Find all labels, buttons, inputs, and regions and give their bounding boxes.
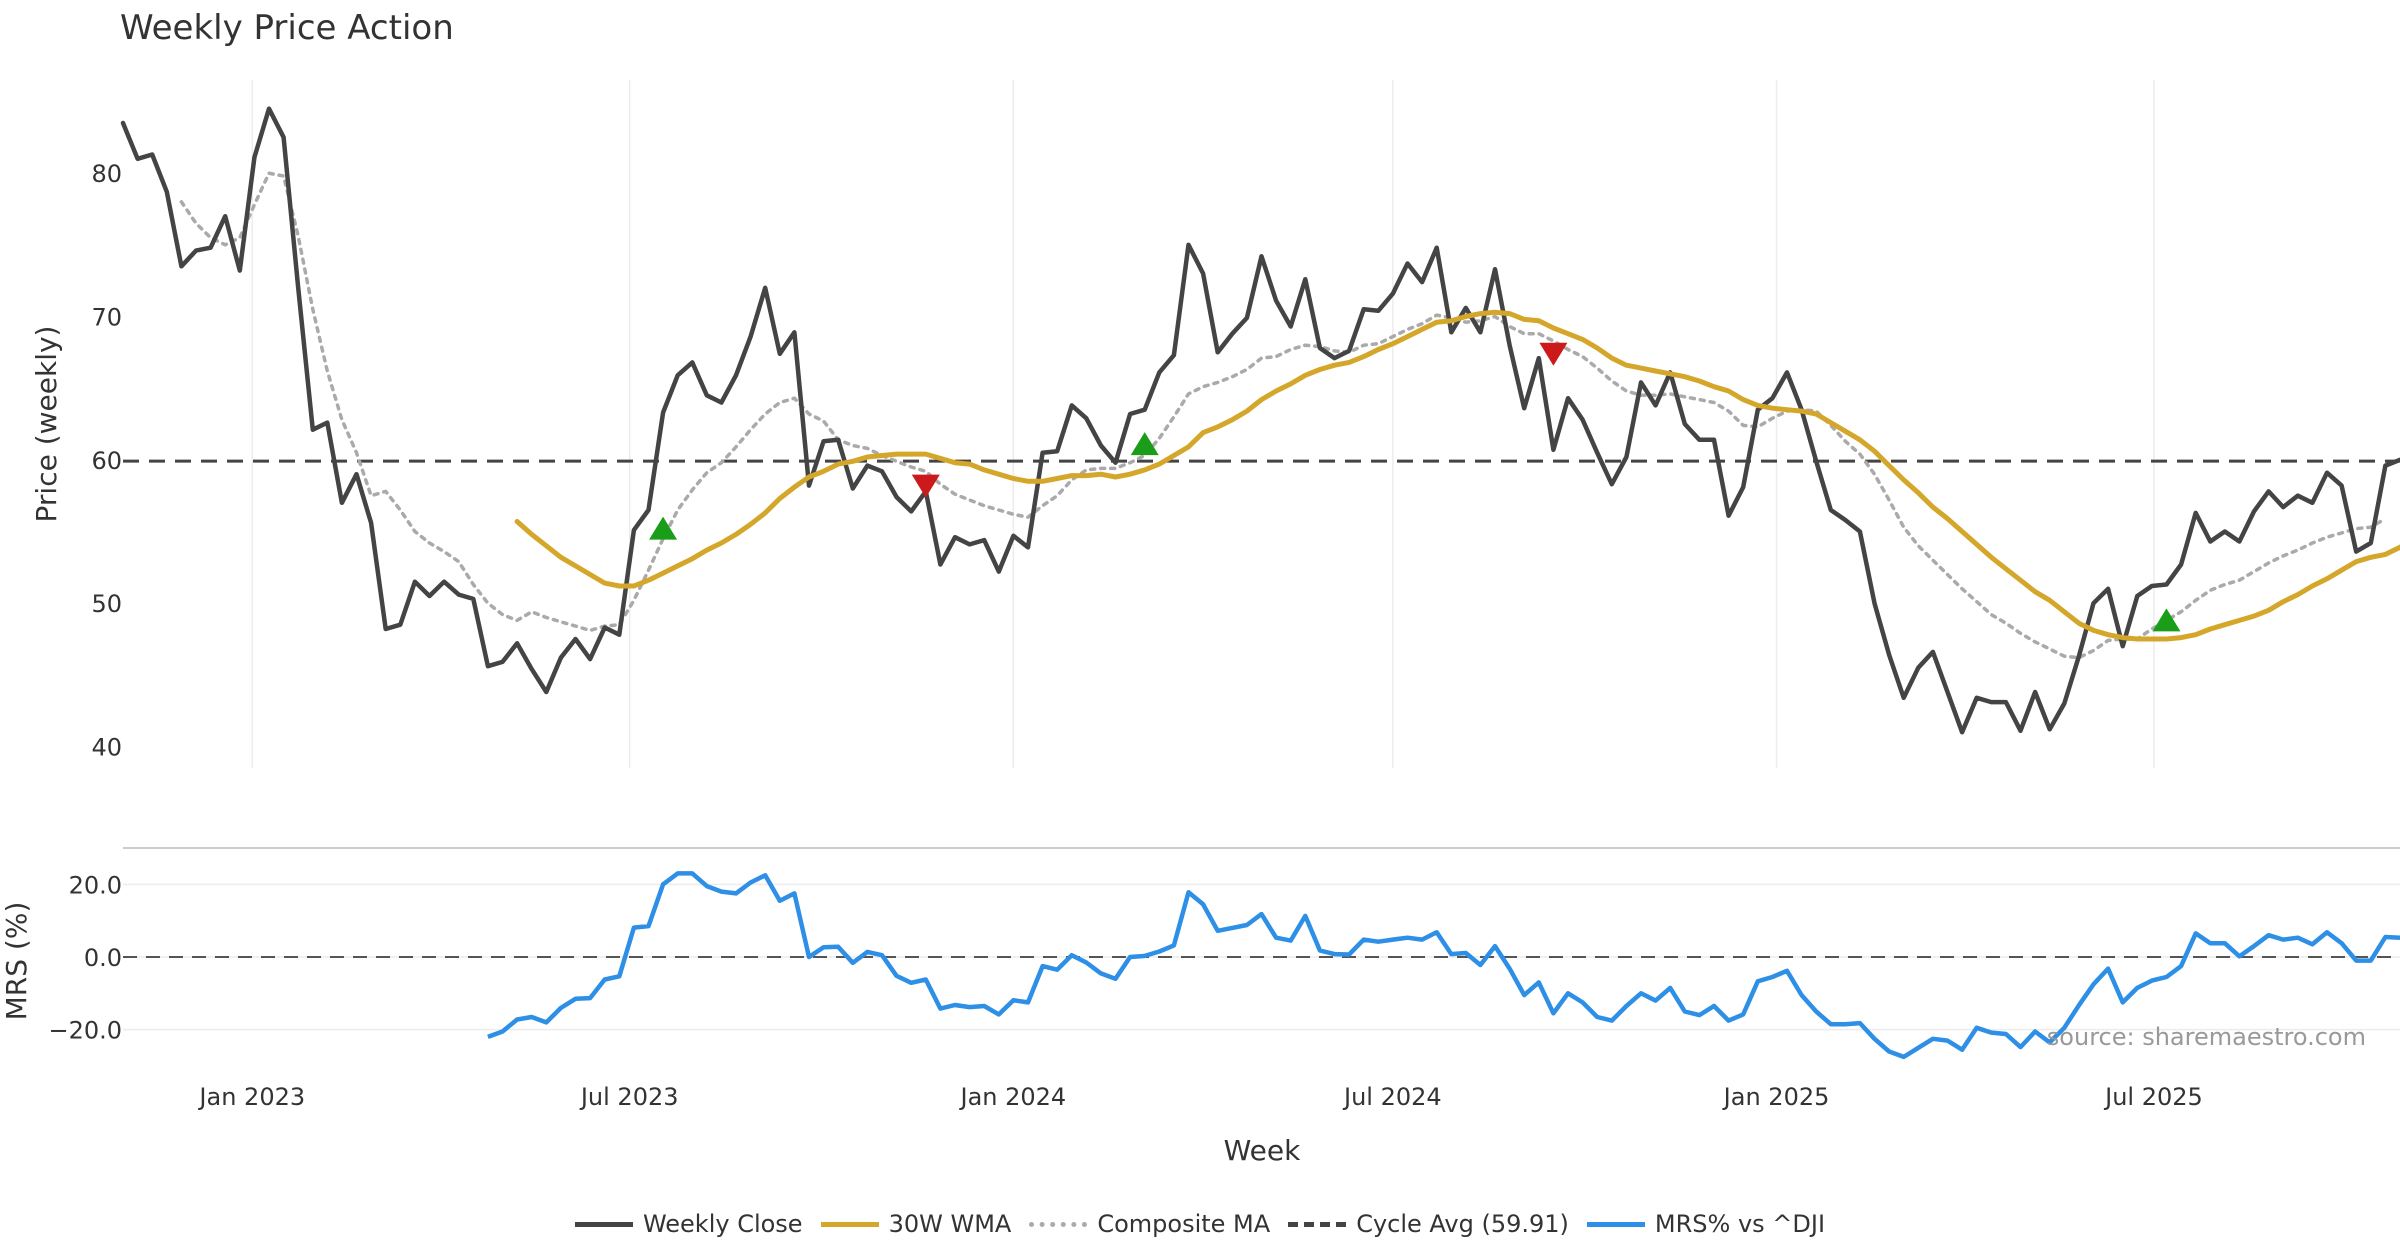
price-y-axis-label: Price (weekly) — [30, 326, 63, 523]
x-tick-label: Jan 2025 — [1722, 1083, 1830, 1111]
weekly-close-line — [120, 106, 2400, 735]
legend-item: Weekly Close — [574, 1210, 803, 1238]
price-y-tick-label: 60 — [91, 447, 122, 475]
series-lines — [120, 106, 2400, 1060]
legend-label: MRS% vs ^DJI — [1654, 1210, 1826, 1238]
sell-signal-marker — [1539, 342, 1568, 366]
legend-label: Composite MA — [1097, 1210, 1271, 1238]
source-annotation: source: sharemaestro.com — [2047, 1023, 2366, 1051]
x-tick-label: Jan 2024 — [959, 1083, 1067, 1111]
legend-label: Cycle Avg (59.91) — [1356, 1210, 1569, 1238]
x-tick-label: Jan 2023 — [197, 1083, 305, 1111]
wma-line — [514, 309, 2400, 642]
legend-item: Cycle Avg (59.91) — [1288, 1210, 1569, 1238]
legend-item: Composite MA — [1029, 1210, 1270, 1238]
reference-lines — [123, 459, 2400, 958]
legend-label: 30W WMA — [888, 1210, 1012, 1238]
price-y-tick-label: 50 — [91, 590, 122, 618]
price-y-tick-label: 70 — [91, 304, 122, 332]
price-y-tick-label: 40 — [91, 734, 122, 762]
x-tick-label: Jul 2024 — [1342, 1083, 1442, 1111]
legend: Weekly Close 30W WMA Composite MA Cycle Avg… — [0, 1210, 2400, 1238]
buy-signal-marker — [2152, 608, 2181, 632]
mrs-y-tick-label: −20.0 — [48, 1017, 122, 1045]
chart-title: Weekly Price Action — [120, 8, 454, 48]
composite-ma-line — [179, 171, 2388, 660]
buy-signal-marker — [649, 516, 678, 540]
mrs-y-tick-label: 20.0 — [69, 871, 122, 899]
mrs-y-axis-label: MRS (%) — [0, 902, 33, 1021]
legend-swatch — [574, 1221, 633, 1227]
legend-label: Weekly Close — [642, 1210, 803, 1238]
gridlines — [123, 80, 2400, 1031]
mrs-y-tick-label: 0.0 — [84, 944, 122, 972]
x-tick-label: Jul 2025 — [2103, 1083, 2203, 1111]
legend-swatch — [1288, 1221, 1347, 1227]
legend-swatch — [1029, 1221, 1088, 1227]
signal-markers — [649, 342, 2181, 632]
x-tick-label: Jul 2023 — [579, 1083, 679, 1111]
legend-swatch — [820, 1221, 879, 1227]
x-axis-label: Week — [1224, 1134, 1301, 1167]
sell-signal-marker — [911, 474, 940, 498]
price-y-tick-label: 80 — [91, 160, 122, 188]
legend-item: MRS% vs ^DJI — [1586, 1210, 1826, 1238]
legend-swatch — [1586, 1221, 1645, 1227]
buy-signal-marker — [1130, 432, 1159, 456]
axes-labels: Jan 2023 Jul 2023 Jan 2024 Jul 2024 Jan 2025… — [0, 160, 2366, 1167]
legend-item: 30W WMA — [820, 1210, 1012, 1238]
mrs-line — [487, 871, 2400, 1060]
